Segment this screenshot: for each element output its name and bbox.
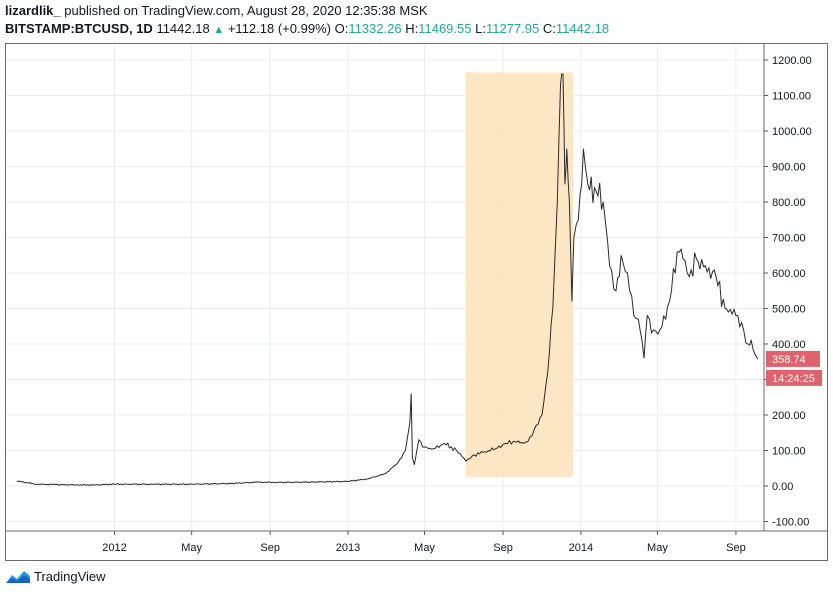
open-value: 11332.26 — [348, 21, 402, 36]
last-price: 11442.18 — [156, 21, 210, 36]
price-badge-label: 358.74 — [772, 354, 806, 366]
y-tick-label: -100.00 — [772, 517, 809, 529]
y-tick-label: 100.00 — [772, 446, 806, 458]
y-tick-label: 1100.00 — [772, 91, 811, 103]
time-badge-label: 14:24:25 — [772, 373, 815, 385]
y-tick-label: 400.00 — [772, 339, 806, 351]
low-label: L: — [475, 21, 486, 36]
close-label: C: — [542, 21, 556, 36]
footer-brand: TradingView — [34, 569, 106, 584]
x-tick-label: Sep — [726, 542, 746, 554]
tradingview-logo-icon — [6, 570, 30, 583]
x-tick-label: 2013 — [336, 542, 360, 554]
published-text: published on TradingView.com, August 28,… — [64, 3, 428, 18]
x-tick-label: Sep — [493, 542, 513, 554]
time-badge — [766, 369, 822, 386]
chart-frame — [5, 43, 828, 561]
close-value: 11442.18 — [555, 21, 610, 36]
high-value: 11469.55 — [418, 21, 472, 36]
y-tick-label: 800.00 — [772, 197, 806, 209]
x-tick-label: May — [181, 542, 202, 554]
symbol-info: BITSTAMP:BTCUSD, 1D 11442.18 ▲ +112.18 (… — [5, 21, 609, 36]
footer: TradingView — [6, 569, 106, 584]
low-value: 11277.95 — [485, 21, 540, 36]
x-tick-label: Sep — [260, 542, 280, 554]
publish-info: lizardlik_ published on TradingView.com,… — [5, 3, 428, 18]
y-tick-label: 1200.00 — [772, 55, 812, 67]
y-tick-label: 0.00 — [772, 481, 793, 493]
price-badge — [766, 350, 820, 367]
high-label: H: — [405, 21, 419, 36]
y-tick-label: 600.00 — [772, 268, 806, 280]
highlight-rect — [465, 72, 574, 478]
price-line — [16, 73, 759, 487]
x-tick-label: May — [647, 542, 668, 554]
y-tick-label: 700.00 — [772, 233, 806, 245]
author-name: lizardlik_ — [5, 3, 61, 18]
y-tick-label: 1000.00 — [772, 126, 812, 138]
x-tick-label: 2014 — [569, 542, 593, 554]
y-tick-label: 200.00 — [772, 410, 806, 422]
y-tick-label: 500.00 — [772, 304, 806, 316]
up-arrow-icon: ▲ — [213, 24, 225, 36]
price-change: +112.18 (+0.99%) — [227, 21, 331, 36]
open-label: O: — [334, 21, 349, 36]
x-tick-label: May — [414, 542, 435, 554]
symbol-label: BITSTAMP:BTCUSD, 1D — [5, 21, 153, 36]
y-tick-label: 900.00 — [772, 162, 806, 174]
x-tick-label: 2012 — [102, 542, 126, 554]
